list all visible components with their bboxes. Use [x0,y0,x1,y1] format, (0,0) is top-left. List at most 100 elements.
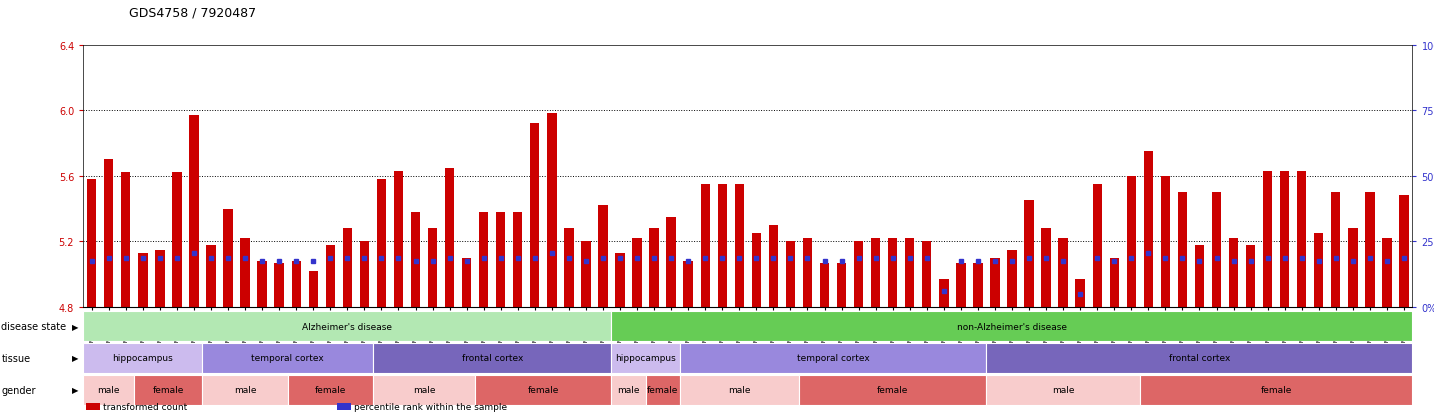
Bar [991,258,999,307]
Text: frontal cortex: frontal cortex [1169,354,1230,363]
Bar [680,375,799,405]
Bar [83,343,202,373]
Bar [888,239,898,307]
Text: male: male [234,385,257,394]
Bar [870,239,880,307]
Bar [611,375,645,405]
Bar [189,116,199,307]
Bar [769,225,779,307]
Bar [680,343,987,373]
Bar [717,185,727,307]
Text: female: female [878,385,908,394]
Bar [598,206,608,307]
Bar [615,253,625,307]
Bar [308,271,318,307]
Bar [138,253,148,307]
Bar [496,212,505,307]
Bar [105,160,113,307]
Bar [632,239,642,307]
Bar [410,212,420,307]
Bar [1195,245,1205,307]
Text: male: male [98,385,120,394]
Bar [224,209,232,307]
Bar [1246,245,1255,307]
Bar [701,185,710,307]
Bar [462,258,472,307]
Bar [531,124,539,307]
Text: percentile rank within the sample: percentile rank within the sample [354,402,508,411]
Bar [135,375,202,405]
Text: temporal cortex: temporal cortex [797,354,869,363]
Bar [786,242,794,307]
Text: Alzheimer's disease: Alzheimer's disease [303,322,393,331]
Bar [479,212,489,307]
Bar [513,212,522,307]
Bar [974,263,982,307]
Text: female: female [152,385,184,394]
Bar [1110,258,1119,307]
Bar [751,234,761,307]
Text: frontal cortex: frontal cortex [462,354,523,363]
Bar [394,171,403,307]
Bar [939,280,948,307]
Bar [1331,193,1341,307]
Text: male: male [413,385,436,394]
Bar [373,343,611,373]
Text: non-Alzheimer's disease: non-Alzheimer's disease [956,322,1067,331]
Bar [1144,152,1153,307]
Bar [611,311,1412,341]
Bar [1127,176,1136,307]
Bar [581,242,591,307]
Bar [1177,193,1187,307]
Bar [1365,193,1375,307]
Text: ▶: ▶ [72,354,79,363]
Text: gender: gender [1,385,36,395]
Bar [1229,239,1238,307]
Bar [650,229,658,307]
Bar [803,239,812,307]
Bar [1041,229,1051,307]
Text: male: male [728,385,750,394]
Bar [326,245,336,307]
Bar [1314,234,1324,307]
Text: male: male [1053,385,1074,394]
Text: transformed count: transformed count [103,402,188,411]
Bar [1382,239,1391,307]
Bar [202,375,288,405]
Bar [1093,185,1101,307]
Bar [1076,280,1086,307]
Bar [343,229,351,307]
Text: female: female [314,385,346,394]
Bar [155,250,165,307]
Bar [206,245,215,307]
Bar [684,261,693,307]
Bar [241,239,250,307]
Text: male: male [617,385,640,394]
Text: female: female [647,385,678,394]
Bar [475,375,611,405]
Text: ▶: ▶ [72,322,79,331]
Bar [1140,375,1412,405]
Bar [667,217,675,307]
Bar [645,375,680,405]
Bar [853,242,863,307]
Bar [120,173,130,307]
Bar [1024,201,1034,307]
Bar [956,263,965,307]
Bar [1348,229,1358,307]
Text: hippocampus: hippocampus [112,354,174,363]
Bar [905,239,915,307]
Bar [820,263,829,307]
Bar [258,261,267,307]
Bar [274,263,284,307]
Bar [87,180,96,307]
Bar [799,375,987,405]
Bar [360,242,369,307]
Text: temporal cortex: temporal cortex [251,354,324,363]
Bar [548,114,556,307]
Text: GDS4758 / 7920487: GDS4758 / 7920487 [129,6,257,19]
Bar [922,242,932,307]
Bar [288,375,373,405]
Bar [1296,171,1306,307]
Bar [291,261,301,307]
